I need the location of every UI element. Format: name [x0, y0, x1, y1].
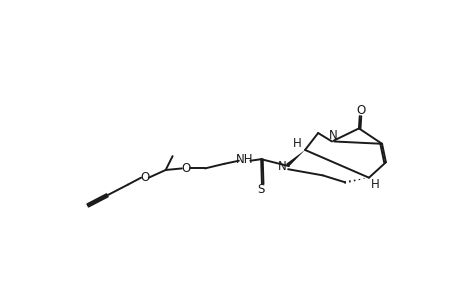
Text: H: H — [370, 178, 379, 191]
Text: H: H — [292, 136, 301, 149]
Text: N: N — [277, 160, 285, 173]
Polygon shape — [285, 150, 304, 167]
Text: O: O — [140, 171, 149, 184]
Text: NH: NH — [235, 154, 252, 166]
Text: S: S — [257, 183, 264, 196]
Text: O: O — [356, 104, 365, 117]
Text: N: N — [329, 129, 337, 142]
Text: O: O — [181, 162, 190, 175]
